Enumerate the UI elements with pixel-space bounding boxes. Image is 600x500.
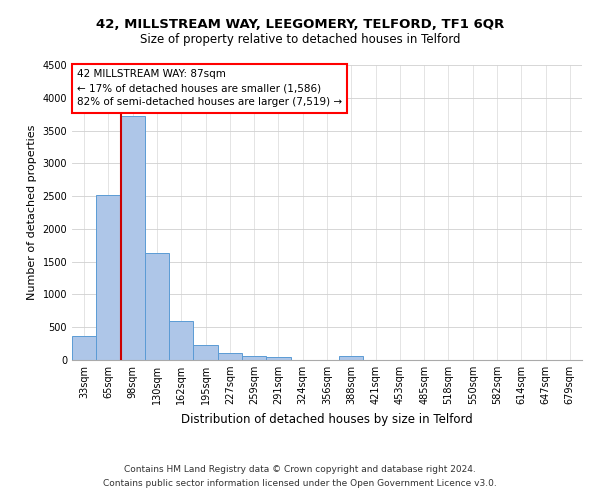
Y-axis label: Number of detached properties: Number of detached properties bbox=[27, 125, 37, 300]
Bar bbox=[96, 196, 121, 360]
Bar bbox=[193, 345, 218, 360]
Bar bbox=[169, 322, 193, 360]
Bar bbox=[218, 353, 242, 360]
X-axis label: Distribution of detached houses by size in Telford: Distribution of detached houses by size … bbox=[181, 412, 473, 426]
Text: 42, MILLSTREAM WAY, LEEGOMERY, TELFORD, TF1 6QR: 42, MILLSTREAM WAY, LEEGOMERY, TELFORD, … bbox=[96, 18, 504, 30]
Bar bbox=[266, 358, 290, 360]
Bar bbox=[145, 253, 169, 360]
Text: Contains HM Land Registry data © Crown copyright and database right 2024.
Contai: Contains HM Land Registry data © Crown c… bbox=[103, 466, 497, 487]
Bar bbox=[339, 356, 364, 360]
Text: Size of property relative to detached houses in Telford: Size of property relative to detached ho… bbox=[140, 32, 460, 46]
Text: 42 MILLSTREAM WAY: 87sqm
← 17% of detached houses are smaller (1,586)
82% of sem: 42 MILLSTREAM WAY: 87sqm ← 17% of detach… bbox=[77, 70, 342, 108]
Bar bbox=[242, 356, 266, 360]
Bar bbox=[121, 116, 145, 360]
Bar bbox=[72, 336, 96, 360]
